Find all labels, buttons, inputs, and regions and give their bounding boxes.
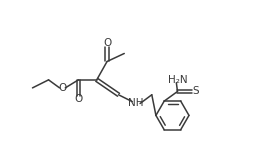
Text: O: O — [58, 83, 67, 93]
Text: O: O — [103, 38, 111, 48]
Text: NH: NH — [128, 98, 144, 108]
Text: H₂N: H₂N — [168, 75, 187, 85]
Text: O: O — [74, 94, 82, 104]
Text: S: S — [193, 87, 199, 97]
